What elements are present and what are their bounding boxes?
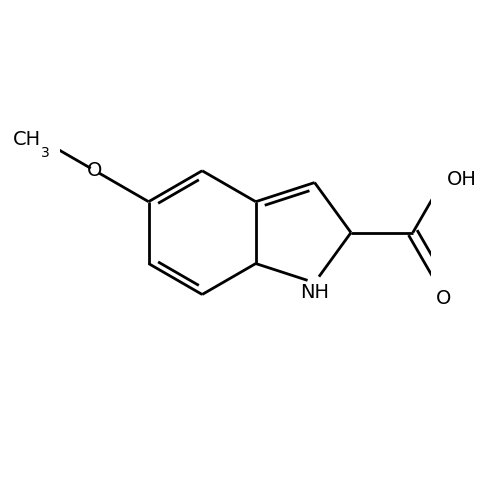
Text: NH: NH — [300, 283, 329, 302]
Text: OH: OH — [447, 170, 477, 189]
Text: CH: CH — [13, 130, 41, 148]
Text: O: O — [87, 161, 103, 180]
Text: 3: 3 — [41, 146, 50, 160]
Text: O: O — [436, 289, 452, 308]
